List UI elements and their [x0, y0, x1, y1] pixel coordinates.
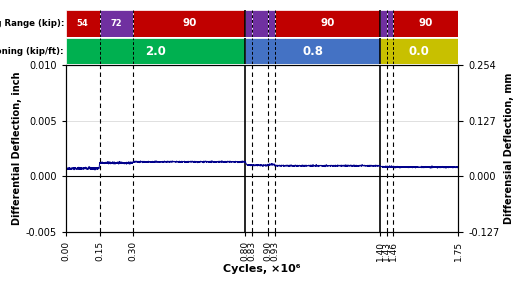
Bar [66, 10, 100, 37]
Text: 72: 72 [111, 19, 122, 28]
Text: 2.0: 2.0 [145, 45, 166, 58]
Text: 90: 90 [182, 18, 197, 29]
Text: 0.0: 0.0 [409, 45, 430, 58]
Text: Post-tensioning (kip/ft):: Post-tensioning (kip/ft): [0, 47, 64, 56]
Text: 0.8: 0.8 [302, 45, 323, 58]
Bar [275, 10, 380, 37]
Bar [100, 10, 133, 37]
Y-axis label: Differential Deflection, inch: Differential Deflection, inch [12, 72, 22, 225]
Bar [394, 10, 458, 37]
Bar [66, 38, 246, 64]
Bar [380, 10, 387, 37]
Text: 54: 54 [77, 19, 89, 28]
Bar [380, 38, 458, 64]
Bar [246, 38, 380, 64]
Text: 90: 90 [320, 18, 335, 29]
Bar [252, 10, 268, 37]
Y-axis label: Differensial Deflection, mm: Differensial Deflection, mm [504, 73, 514, 224]
Bar [133, 10, 246, 37]
Text: Loading Range (kip):: Loading Range (kip): [0, 19, 64, 28]
X-axis label: Cycles, ×10⁶: Cycles, ×10⁶ [223, 264, 301, 274]
Text: 90: 90 [419, 18, 433, 29]
Bar [246, 10, 252, 37]
Bar [268, 10, 275, 37]
Bar [387, 10, 394, 37]
